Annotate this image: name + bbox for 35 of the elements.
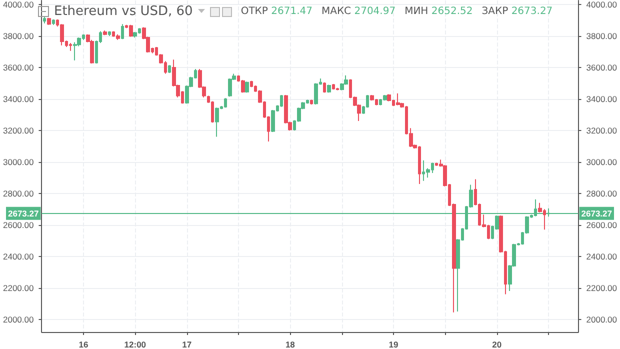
y2-tick-label: 2800.00 [586, 188, 618, 198]
y-tick-label: 3400.00 [2, 94, 34, 104]
y-tick-label: 2200.00 [2, 282, 34, 293]
x-tick-label: 19 [388, 340, 399, 349]
y2-tick-label: 3000.00 [586, 156, 618, 167]
y-tick-label: 3800.00 [2, 30, 34, 41]
y2-tick-label: 2000.00 [586, 314, 618, 324]
annotation: ОТКР 2671.47 [240, 6, 312, 17]
y2-tick-label: 3600.00 [586, 62, 618, 72]
annotation: ЗАКР 2673.27 [482, 6, 553, 17]
y-tick-label: 2600.00 [2, 220, 34, 230]
y-tick-label: 3200.00 [2, 125, 34, 136]
x-tick-label: 20 [492, 340, 502, 349]
ref-line-label: 2673.27 [8, 208, 39, 218]
annotation: МАКС 2704.97 [321, 6, 396, 17]
x-tick-label: 18 [285, 340, 296, 349]
y-tick-label: 3600.00 [2, 62, 34, 72]
y-tick-label: 2000.00 [2, 314, 34, 324]
x-tick-label: 12:00 [124, 340, 146, 349]
y2-tick-label: 2400.00 [586, 251, 618, 262]
y-tick-label: 2400.00 [2, 251, 34, 262]
y2-tick-label: 3400.00 [586, 94, 618, 104]
y2-tick-label: 2600.00 [586, 220, 618, 230]
y2-tick-label: 3200.00 [586, 125, 618, 136]
y-tick-label: 3000.00 [2, 156, 34, 167]
text: 2673.27 [581, 208, 612, 218]
y2-tick-label: 4000.00 [586, 0, 618, 10]
y-tick-label: 2800.00 [2, 188, 34, 198]
chart-title: Ethereum vs USD, 60 [54, 4, 193, 19]
annotation: МИН 2652.52 [404, 6, 473, 17]
x-tick-label: 17 [182, 340, 192, 349]
y2-tick-label: 2200.00 [586, 282, 618, 293]
y2-tick-label: 3800.00 [586, 30, 618, 41]
x-tick-label: 16 [78, 340, 88, 349]
y-tick-label: 4000.00 [2, 0, 34, 10]
